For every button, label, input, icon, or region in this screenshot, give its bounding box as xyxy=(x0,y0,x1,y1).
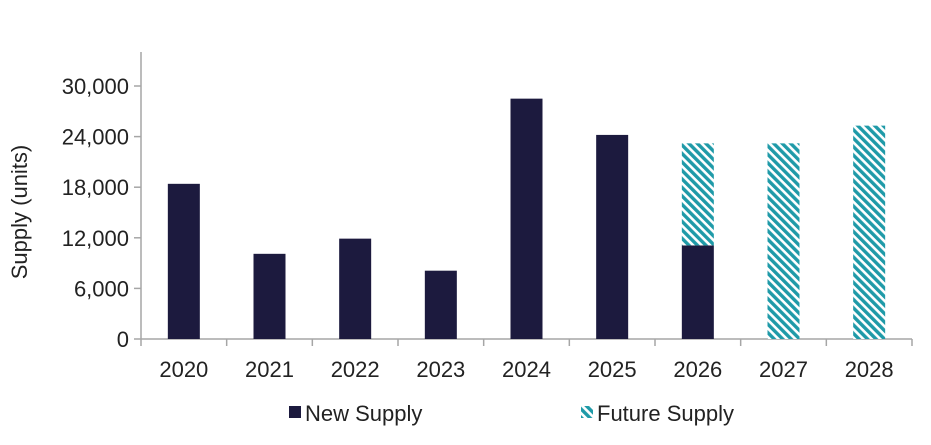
legend-label-future-supply: Future Supply xyxy=(597,401,734,426)
bar-new-supply-2021 xyxy=(253,253,286,339)
x-tick-label: 2023 xyxy=(416,357,465,382)
bar-new-supply-2022 xyxy=(339,238,372,339)
bar-new-supply-2025 xyxy=(596,134,629,339)
y-axis-title: Supply (units) xyxy=(7,145,32,280)
legend-label-new-supply: New Supply xyxy=(305,401,422,426)
x-tick-label: 2024 xyxy=(502,357,551,382)
x-tick-label: 2021 xyxy=(245,357,294,382)
y-tick-label: 18,000 xyxy=(62,175,129,200)
x-tick-label: 2028 xyxy=(845,357,894,382)
legend-swatch-future-supply xyxy=(581,406,593,418)
y-tick-label: 0 xyxy=(117,327,129,352)
bar-future-supply-2028 xyxy=(853,125,886,340)
bar-new-supply-2020 xyxy=(167,183,200,339)
legend-swatch-new-supply xyxy=(289,406,301,418)
x-tick-label: 2027 xyxy=(759,357,808,382)
x-tick-label: 2022 xyxy=(331,357,380,382)
chart-tick-labels: 0 6,000 12,000 18,000 24,000 30,000 2020 2021 20… xyxy=(62,74,894,382)
bar-new-supply-2023 xyxy=(424,270,457,339)
y-tick-label: 30,000 xyxy=(62,74,129,99)
x-tick-label: 2020 xyxy=(159,357,208,382)
chart-bars xyxy=(167,98,886,340)
bar-future-supply-2027 xyxy=(767,143,800,339)
bar-new-supply-2026 xyxy=(681,245,714,339)
y-tick-label: 6,000 xyxy=(74,276,129,301)
y-tick-label: 12,000 xyxy=(62,226,129,251)
y-tick-label: 24,000 xyxy=(62,125,129,150)
bar-new-supply-2024 xyxy=(510,98,543,340)
x-tick-label: 2026 xyxy=(673,357,722,382)
x-tick-label: 2025 xyxy=(588,357,637,382)
bar-future-supply-2026 xyxy=(681,143,714,246)
chart-legend: New Supply Future Supply xyxy=(289,401,734,426)
